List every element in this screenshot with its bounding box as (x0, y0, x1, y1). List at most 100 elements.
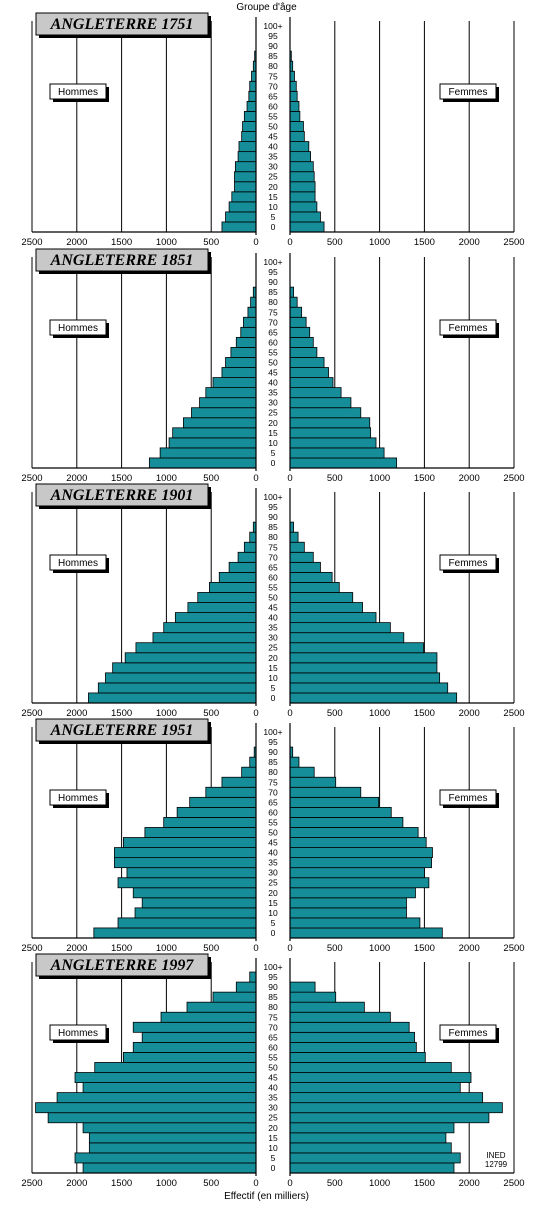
age-label: 40 (268, 848, 278, 858)
age-label: 25 (268, 172, 278, 182)
age-label: 75 (268, 71, 278, 81)
x-tick-label: 1000 (156, 1178, 177, 1189)
pyramid-1851: 0510152025303540455055606570758085909510… (21, 248, 525, 484)
men-bar (235, 336, 257, 348)
x-tick-label: 500 (327, 473, 343, 484)
women-bar (289, 1031, 415, 1043)
women-bar (289, 1092, 484, 1104)
men-bar (209, 582, 257, 593)
age-label: 45 (268, 838, 278, 848)
pyramid-title: ANGLETERRE 1901 (50, 487, 194, 504)
x-tick-label: 500 (203, 237, 219, 248)
x-tick-label: 2000 (459, 237, 480, 248)
women-label: Femmes (449, 793, 488, 804)
age-label: 25 (268, 408, 278, 418)
men-bar (246, 100, 257, 112)
women-bar (289, 80, 297, 92)
men-bar (234, 181, 257, 193)
age-label: 80 (268, 532, 278, 542)
age-label: 10 (268, 908, 278, 918)
age-label: 20 (268, 182, 278, 192)
age-group-axis-title: Groupe d'âge (236, 2, 297, 13)
women-bar (289, 877, 430, 889)
men-bar (135, 642, 257, 654)
x-tick-label: 1500 (414, 943, 435, 954)
age-label: 10 (268, 1143, 278, 1153)
x-tick-label: 1500 (111, 943, 132, 954)
men-bar (205, 387, 257, 399)
men-bar (126, 867, 257, 879)
age-label: 85 (268, 287, 278, 297)
men-bar (152, 632, 257, 644)
men-bar (238, 141, 257, 153)
men-bar (159, 447, 257, 459)
age-label: 70 (268, 81, 278, 91)
age-label: 100+ (263, 21, 282, 31)
age-label: 20 (268, 418, 278, 428)
x-tick-label: 1000 (156, 237, 177, 248)
x-tick-label: 0 (253, 1178, 258, 1189)
women-bar (289, 907, 407, 919)
women-bar (289, 336, 314, 348)
women-label-box (439, 319, 497, 336)
age-label: 50 (268, 593, 278, 603)
age-label: 40 (268, 378, 278, 388)
women-bar (289, 1132, 447, 1144)
women-bar (289, 612, 377, 624)
x-tick-label: 2500 (21, 473, 42, 484)
men-bar (74, 1072, 257, 1083)
women-label: Femmes (449, 558, 488, 569)
men-bar (249, 971, 257, 983)
women-bar (289, 837, 427, 848)
men-bar (93, 927, 257, 939)
women-bar (289, 141, 310, 153)
x-tick-label: 2500 (503, 473, 524, 484)
age-label: 5 (271, 918, 276, 928)
women-bar (289, 131, 305, 142)
age-label: 100+ (263, 257, 282, 267)
age-label: 15 (268, 898, 278, 908)
women-bar (289, 991, 337, 1003)
age-label: 90 (268, 512, 278, 522)
men-label-box (49, 83, 107, 100)
age-label: 55 (268, 347, 278, 357)
x-tick-label: 1000 (369, 1178, 390, 1189)
x-tick-label: 0 (253, 237, 258, 248)
men-bar (225, 211, 257, 223)
men-bar (124, 652, 257, 664)
women-bar (289, 306, 303, 318)
men-bar (205, 786, 257, 798)
x-tick-label: 1500 (414, 708, 435, 719)
x-tick-label: 1000 (369, 473, 390, 484)
age-label: 60 (268, 1042, 278, 1052)
women-bar (289, 171, 315, 183)
x-tick-label: 1000 (156, 473, 177, 484)
women-bar (289, 672, 441, 684)
women-label: Femmes (449, 87, 488, 98)
age-label: 65 (268, 1032, 278, 1042)
men-bar (212, 991, 257, 1003)
men-bar (251, 70, 257, 82)
age-label: 0 (271, 458, 276, 468)
women-label: Femmes (449, 1028, 488, 1039)
x-tick-label: 2000 (66, 708, 87, 719)
age-label: 90 (268, 41, 278, 51)
women-bar (289, 571, 333, 583)
men-bar (191, 407, 257, 419)
age-label: 45 (268, 603, 278, 613)
women-bar (289, 1052, 426, 1063)
population-axis-title: Effectif (en milliers) (224, 1191, 309, 1202)
age-label: 35 (268, 1093, 278, 1103)
women-bar (289, 652, 438, 664)
age-label: 30 (268, 633, 278, 643)
women-bar (289, 457, 398, 469)
x-tick-label: 2000 (459, 1178, 480, 1189)
men-bar (168, 437, 257, 449)
pyramid-title: ANGLETERRE 1997 (50, 957, 195, 974)
men-bar (237, 551, 257, 563)
men-label-box (49, 319, 107, 336)
age-label: 10 (268, 673, 278, 683)
men-bar (199, 397, 257, 409)
age-label: 65 (268, 562, 278, 572)
men-bar (172, 427, 257, 439)
